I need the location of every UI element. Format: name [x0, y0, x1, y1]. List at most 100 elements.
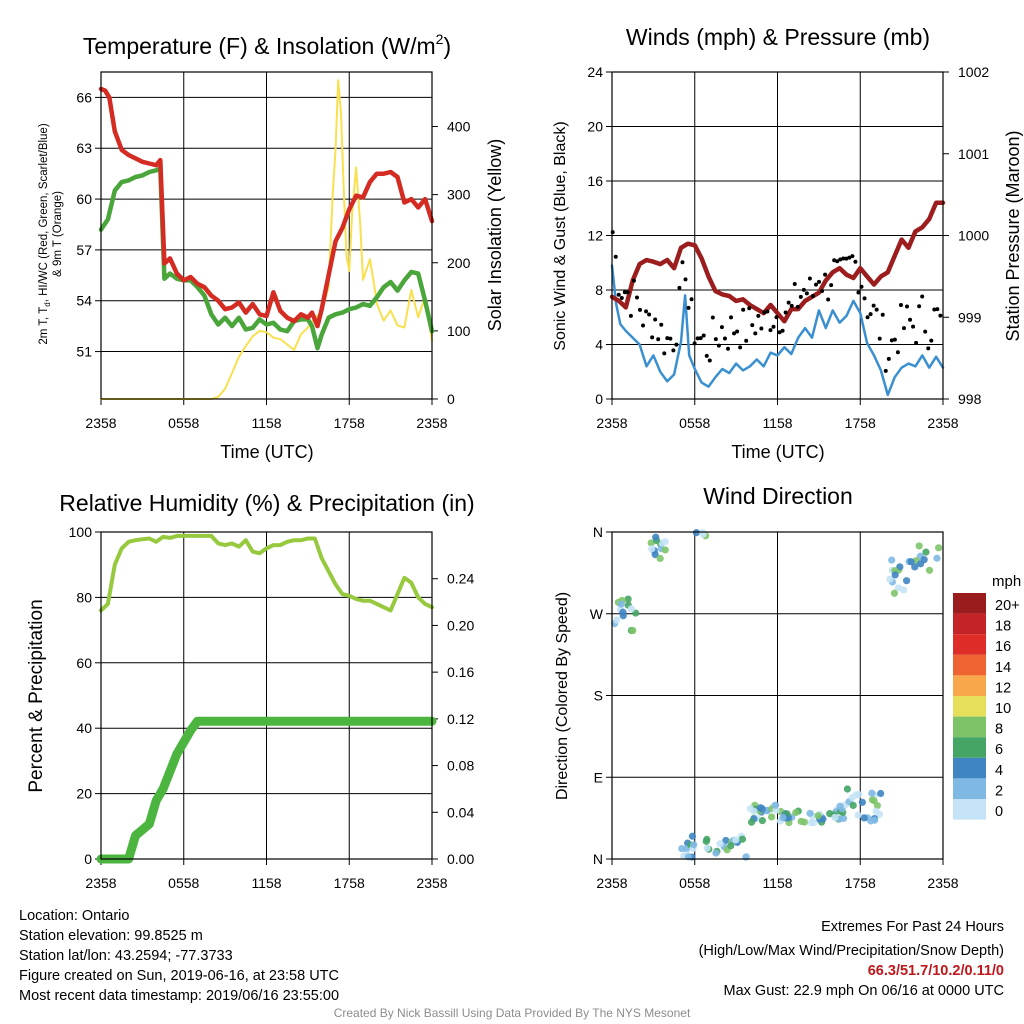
pressure-line — [609, 200, 946, 324]
wind-direction-point — [855, 790, 863, 799]
gust-point — [741, 307, 746, 312]
legend-label: 10 — [995, 701, 1011, 717]
wind-direction-point — [894, 584, 902, 592]
gust-point — [698, 336, 703, 341]
wind-direction-y-axis-label: Direction (Colored By Speed) — [554, 592, 571, 800]
y-tick-label: N — [593, 851, 603, 867]
created-text: Figure created on Sun, 2019-06-16, at 23… — [19, 968, 339, 984]
wind-direction-point — [854, 811, 862, 819]
legend-label: 0 — [995, 804, 1003, 820]
gust-point — [935, 307, 940, 312]
x-tick-label: 2358 — [85, 875, 116, 891]
wind-direction-point — [868, 789, 876, 797]
humidity-panel: Relative Humidity (%) & Precipitation (i… — [26, 490, 475, 891]
y2-tick-label: 0.12 — [447, 711, 474, 727]
relative-humidity-line — [99, 533, 434, 613]
wind-direction-point — [779, 813, 787, 822]
temperature-ylabel-part-b: , HI/WC (Red, Green, Scarlet/Blue) — [38, 123, 50, 302]
gust-point — [853, 259, 858, 264]
plot-frame — [100, 71, 433, 400]
legend-label: 14 — [995, 660, 1011, 676]
gust-point — [923, 329, 928, 334]
humidity-y-axis-label: Percent & Precipitation — [26, 599, 47, 792]
wind-direction-point — [656, 554, 664, 563]
y-tick-label: 16 — [587, 173, 603, 189]
gust-point — [677, 285, 682, 290]
gust-point — [647, 312, 652, 317]
gust-point — [807, 276, 812, 281]
legend-swatch — [953, 778, 986, 799]
gust-point — [844, 256, 849, 261]
legend-swatch — [953, 716, 986, 738]
gust-point — [789, 303, 794, 308]
wind-direction-point — [814, 812, 822, 820]
x-tick-label: 2358 — [596, 415, 627, 431]
y-tick-label: S — [594, 688, 603, 704]
plot-frame — [611, 71, 944, 400]
legend-label: 20+ — [995, 598, 1020, 614]
gust-point — [716, 343, 721, 348]
wind-direction-point — [732, 836, 740, 844]
gust-point — [859, 284, 864, 289]
x-tick-label: 2358 — [416, 415, 447, 431]
gust-point — [695, 336, 700, 341]
recent-data-text: Most recent data timestamp: 2019/06/16 2… — [19, 988, 340, 1004]
y-tick-label: 51 — [76, 344, 92, 360]
gust-point — [850, 254, 855, 259]
gust-point — [901, 326, 906, 331]
gust-point — [671, 348, 676, 353]
y2-tick-label: 0.00 — [447, 851, 474, 867]
gust-point — [914, 340, 919, 345]
gust-point — [792, 281, 797, 286]
gust-point — [656, 337, 661, 342]
gust-point — [886, 356, 891, 361]
temperature-y-axis-label-line2: & 9m T (Orange) — [52, 191, 64, 277]
y2-tick-label: 999 — [958, 309, 982, 325]
gust-point — [813, 282, 818, 287]
wind-direction-point — [920, 556, 928, 564]
x-tick-label: 1158 — [251, 415, 281, 431]
gust-point — [911, 324, 916, 329]
gust-point — [686, 305, 691, 310]
gust-point — [634, 295, 639, 300]
legend-label: 4 — [995, 763, 1003, 779]
extremes-title: Extremes For Past 24 Hours — [821, 919, 1004, 935]
gust-point — [810, 294, 815, 299]
wind-direction-point — [617, 600, 625, 608]
temperature-panel: Temperature (F) & Insolation (W/m2) 2m T… — [38, 31, 505, 462]
gust-point — [841, 256, 846, 261]
gust-point — [659, 322, 664, 327]
gust-point — [683, 277, 688, 282]
speed-color-legend: 20+ 18 16 14 12 10 8 6 4 2 0 — [953, 593, 1020, 820]
gust-point — [917, 304, 922, 309]
wind-direction-point — [873, 801, 881, 810]
temperature-line — [98, 86, 435, 329]
x-tick-label: 1758 — [845, 875, 876, 891]
gust-point — [774, 315, 779, 320]
gust-point — [713, 337, 718, 342]
legend-swatch — [953, 593, 986, 614]
wind-direction-point — [613, 616, 621, 624]
gust-point — [610, 230, 615, 235]
wind-direction-point — [858, 798, 866, 806]
gust-point — [732, 331, 737, 336]
y-tick-label: W — [590, 606, 604, 622]
wind-direction-point — [702, 837, 710, 845]
gust-point — [877, 336, 882, 341]
wind-direction-point — [750, 807, 758, 815]
legend-swatch — [953, 737, 986, 758]
wind-direction-point — [648, 545, 656, 553]
x-tick-label: 0558 — [168, 875, 199, 891]
plot-frame — [100, 531, 433, 860]
x-tick-label: 1158 — [762, 415, 792, 431]
winds-y2-axis-label: Station Pressure (Maroon) — [1003, 130, 1023, 341]
x-tick-label: 2358 — [927, 415, 958, 431]
gust-point — [883, 368, 888, 373]
gust-point — [653, 317, 658, 322]
gust-point — [798, 294, 803, 299]
y2-tick-label: 1002 — [958, 64, 989, 80]
winds-y-axis-label: Sonic Wind & Gust (Blue, Black) — [552, 121, 569, 350]
wind-direction-point — [836, 802, 844, 810]
gust-point — [729, 315, 734, 320]
gust-point — [689, 297, 694, 302]
